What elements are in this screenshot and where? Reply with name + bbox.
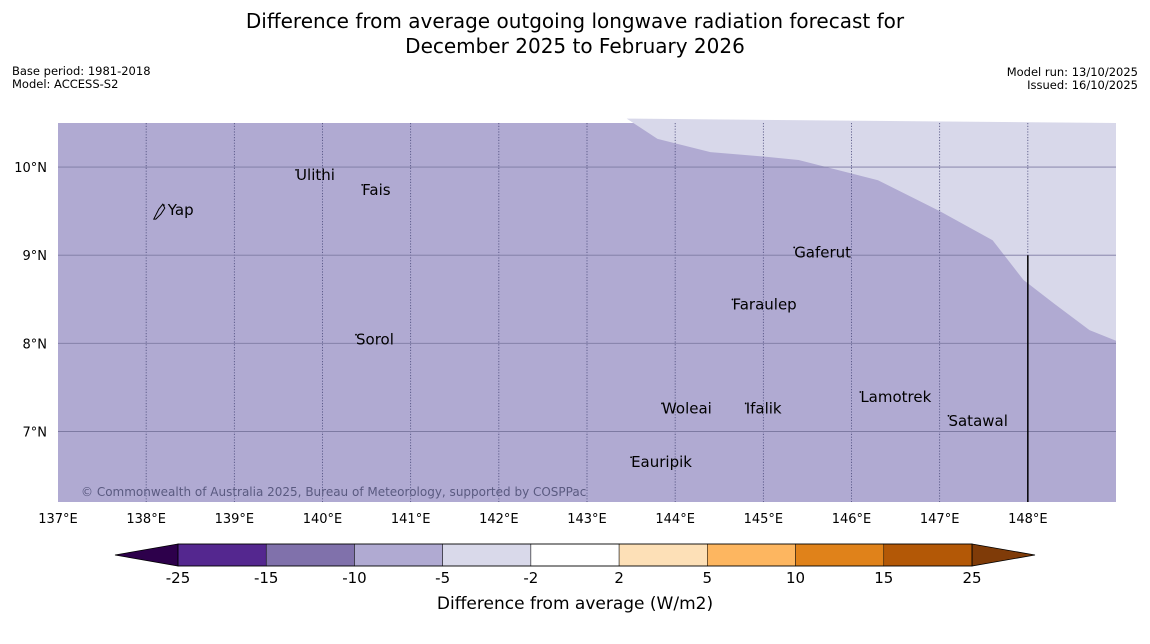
colorbar-segment bbox=[265, 543, 355, 567]
colorbar-segment bbox=[354, 543, 443, 567]
colorbar-tick-label: -15 bbox=[254, 569, 279, 587]
place-label-woleai: Woleai bbox=[662, 399, 712, 417]
issued-date: Issued: 16/10/2025 bbox=[1027, 78, 1138, 92]
place-dot bbox=[355, 333, 357, 336]
yap-island-outline bbox=[152, 203, 166, 220]
colorbar-extend-low bbox=[114, 543, 179, 567]
lon-tick-label: 143°E bbox=[567, 512, 607, 527]
colorbar-segment bbox=[707, 543, 796, 567]
colorbar-tick-label: -5 bbox=[435, 569, 450, 587]
lon-tick-label: 139°E bbox=[215, 512, 255, 527]
colorbar-label: Difference from average (W/m2) bbox=[436, 594, 714, 614]
lat-tick-label: 10°N bbox=[14, 161, 47, 176]
lon-tick-label: 141°E bbox=[391, 512, 431, 527]
colorbar-tick-label: 2 bbox=[614, 569, 624, 587]
meta-right: Model run: 13/10/2025 Issued: 16/10/2025 bbox=[1007, 66, 1138, 92]
place-label-faraulep: Faraulep bbox=[732, 295, 796, 313]
lon-tick-label: 140°E bbox=[303, 512, 343, 527]
colorbar-extend-high bbox=[971, 543, 1036, 567]
lon-tick-label: 138°E bbox=[126, 512, 166, 527]
place-label-lamotrek: Lamotrek bbox=[860, 388, 931, 406]
colorbar-segment bbox=[530, 543, 620, 567]
lon-tick-label: 137°E bbox=[38, 512, 78, 527]
place-dot bbox=[661, 402, 663, 405]
meta-left: Base period: 1981-2018 Model: ACCESS-S2 bbox=[12, 65, 151, 91]
colorbar-tick-label: -25 bbox=[166, 569, 191, 587]
lon-tick-label: 147°E bbox=[920, 512, 960, 527]
lon-tick-label: 145°E bbox=[744, 512, 784, 527]
place-label-ulithi: Ulithi bbox=[296, 166, 335, 184]
colorbar-frame bbox=[177, 543, 973, 567]
place-dot bbox=[947, 414, 950, 417]
map-svg: Yap Ulithi Fais Gaferut Faraulep Sorol Woleai I… bbox=[14, 118, 1116, 587]
place-dot bbox=[793, 246, 796, 249]
place-dot bbox=[859, 391, 862, 393]
place-dot bbox=[630, 456, 632, 459]
lon-tick-label: 144°E bbox=[655, 512, 695, 527]
place-dot bbox=[744, 402, 747, 405]
lat-tick-label: 9°N bbox=[23, 249, 48, 264]
place-label-fais: Fais bbox=[362, 181, 391, 199]
place-label-gaferut: Gaferut bbox=[794, 243, 851, 261]
place-dot bbox=[162, 204, 165, 207]
place-label-sorol: Sorol bbox=[356, 331, 394, 349]
lon-tick-label: 146°E bbox=[832, 512, 872, 527]
model-name: Model: ACCESS-S2 bbox=[12, 77, 119, 91]
gridlines bbox=[58, 123, 1116, 502]
colorbar-tick-label: 5 bbox=[703, 569, 713, 587]
lon-tick-label: 148°E bbox=[1008, 512, 1048, 527]
colorbar-segment bbox=[442, 543, 532, 567]
place-label-satawal: Satawal bbox=[948, 412, 1007, 430]
place-label-ifalik: Ifalik bbox=[746, 399, 782, 417]
lat-tick-label: 8°N bbox=[23, 337, 48, 352]
title-line-1: Difference from average outgoing longwav… bbox=[245, 9, 905, 33]
place-dot bbox=[731, 298, 734, 301]
olr-field-light-region bbox=[626, 118, 1116, 341]
map-title: Difference from average outgoing longwav… bbox=[0, 9, 1150, 59]
place-dot bbox=[295, 168, 297, 171]
copyright-notice: © Commonwealth of Australia 2025, Bureau… bbox=[81, 485, 586, 499]
colorbar-tick-label: -10 bbox=[342, 569, 367, 587]
place-dot bbox=[361, 183, 364, 186]
lat-tick-label: 7°N bbox=[23, 425, 48, 440]
colorbar-segment bbox=[618, 543, 708, 567]
place-label-yap: Yap bbox=[167, 201, 194, 219]
colorbar-segment bbox=[883, 543, 973, 567]
colorbar-segment bbox=[795, 543, 885, 567]
colorbar-tick-label: 25 bbox=[962, 569, 981, 587]
colorbar-tick-label: 15 bbox=[874, 569, 893, 587]
model-run: Model run: 13/10/2025 bbox=[1006, 65, 1138, 79]
colorbar-segment bbox=[177, 543, 267, 567]
base-period: Base period: 1981-2018 bbox=[12, 64, 151, 78]
place-label-eauripik: Eauripik bbox=[631, 453, 692, 471]
lon-tick-label: 142°E bbox=[479, 512, 519, 527]
colorbar-tick-label: -2 bbox=[523, 569, 538, 587]
colorbar-tick-label: 10 bbox=[786, 569, 805, 587]
title-line-2: December 2025 to February 2026 bbox=[405, 34, 745, 58]
